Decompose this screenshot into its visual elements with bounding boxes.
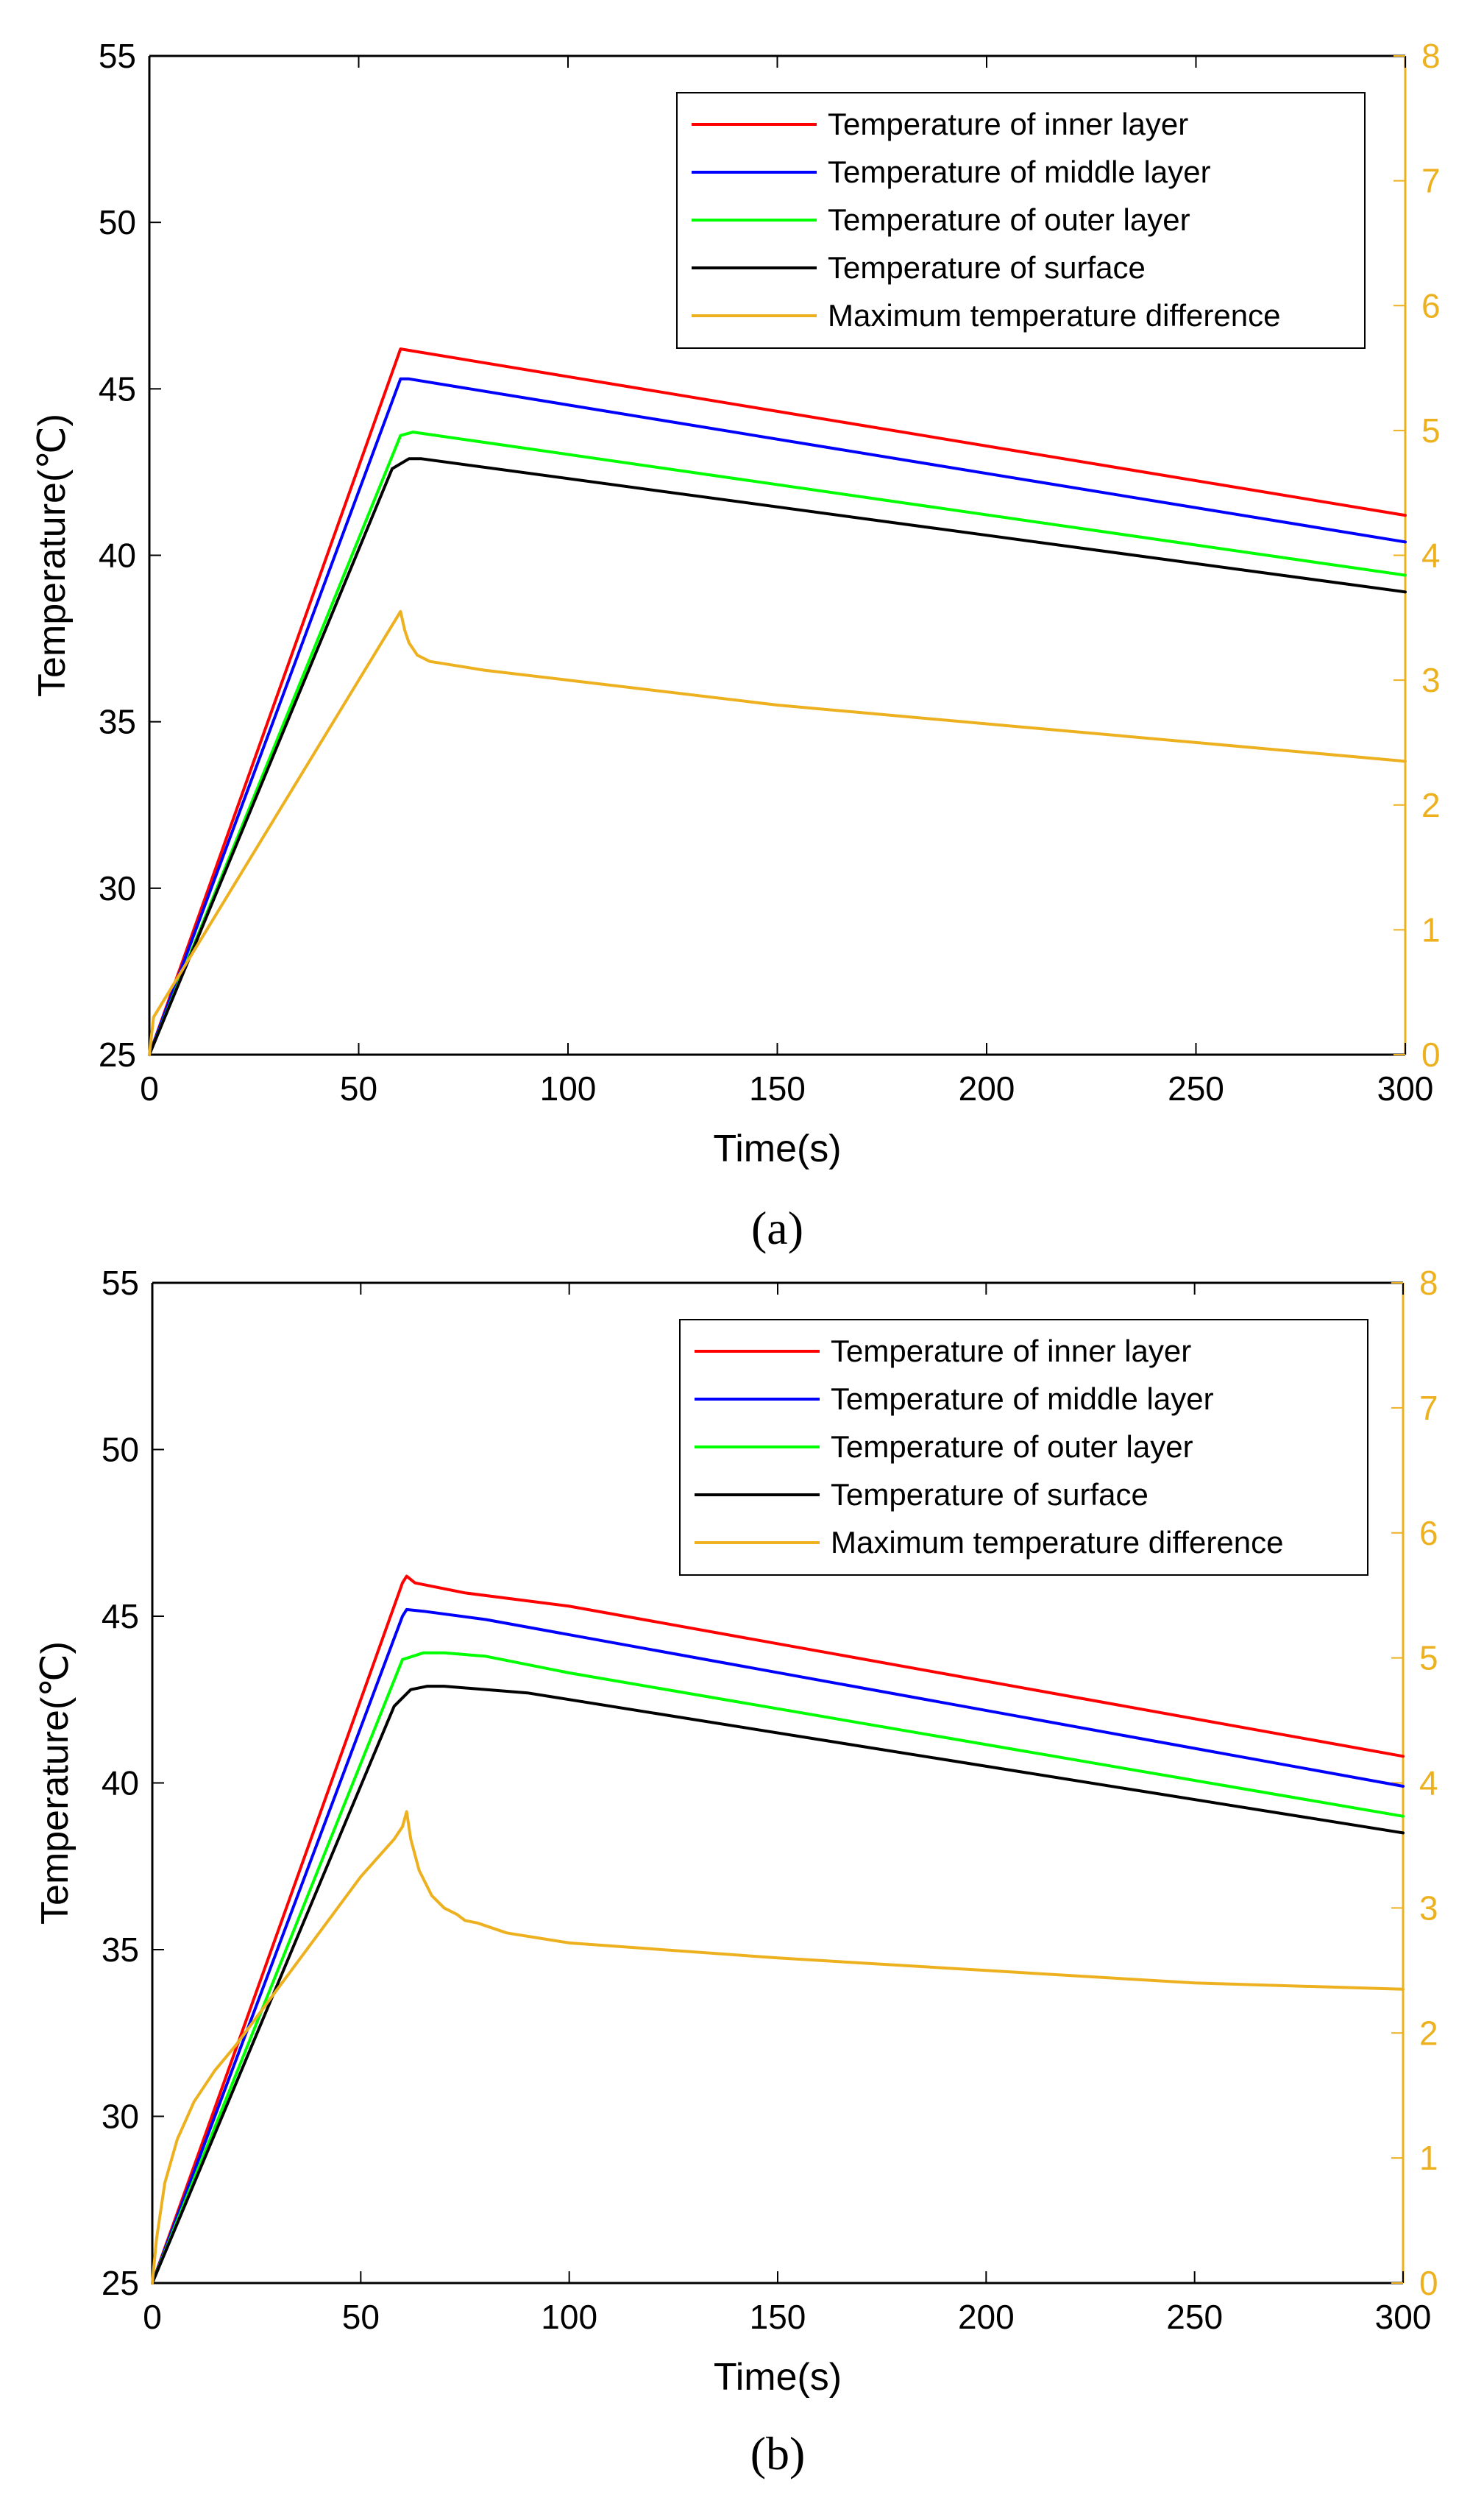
y-tick-label: 50 bbox=[102, 1431, 139, 1469]
legend-label: Temperature of inner layer bbox=[828, 107, 1188, 141]
y-right-tick-label: 6 bbox=[1421, 286, 1441, 325]
y-right-tick-label: 4 bbox=[1419, 1764, 1438, 1802]
panel-label: (a) bbox=[751, 1202, 803, 1254]
y-tick-label: 35 bbox=[102, 1930, 139, 1969]
series-line-temperature-of-outer-layer bbox=[151, 1651, 1405, 2285]
series-line-temperature-of-inner-layer bbox=[151, 1574, 1405, 2285]
x-tick-label: 50 bbox=[340, 1069, 377, 1108]
y-axis-title: Temperature(℃) bbox=[34, 1641, 77, 1925]
y-tick-label: 30 bbox=[102, 2098, 139, 2136]
y-right-tick-label: 2 bbox=[1421, 786, 1441, 824]
y-right-tick-label: 5 bbox=[1421, 411, 1441, 450]
chart-panel-a: 0 50 100 150 200 250 3002530354045505501234567… bbox=[31, 37, 1441, 1254]
x-tick-label: 50 bbox=[342, 2298, 380, 2336]
y-tick-label: 55 bbox=[99, 37, 136, 75]
legend-label: Temperature of inner layer bbox=[831, 1334, 1191, 1368]
chart-panel-b: 0 50 100 150 200 250 3002530354045505501234567… bbox=[34, 1264, 1438, 2480]
x-tick-label: 0 bbox=[140, 1069, 159, 1108]
y-tick-label: 50 bbox=[99, 203, 136, 241]
series-line-maximum-temperature-difference bbox=[148, 609, 1407, 1056]
series-line-temperature-of-surface bbox=[148, 457, 1407, 1056]
x-axis-title: Time(s) bbox=[713, 1128, 841, 1170]
y-right-tick-label: 4 bbox=[1421, 537, 1441, 575]
y-right-tick-label: 8 bbox=[1419, 1264, 1438, 1302]
series-line-maximum-temperature-difference bbox=[151, 1810, 1405, 2285]
x-tick-label: 200 bbox=[958, 2298, 1015, 2336]
y-right-tick-label: 3 bbox=[1421, 661, 1441, 699]
series-line-temperature-of-middle-layer bbox=[148, 377, 1407, 1056]
y-tick-label: 25 bbox=[102, 2264, 139, 2302]
y-tick-label: 30 bbox=[99, 869, 136, 907]
y-right-tick-label: 0 bbox=[1419, 2264, 1438, 2302]
x-tick-label: 150 bbox=[750, 2298, 806, 2336]
x-tick-label: 300 bbox=[1375, 2298, 1432, 2336]
x-tick-label: 300 bbox=[1377, 1069, 1434, 1108]
series-line-temperature-of-middle-layer bbox=[151, 1607, 1405, 2285]
x-tick-label: 0 bbox=[143, 2298, 162, 2336]
x-axis-title: Time(s) bbox=[714, 2356, 842, 2399]
y-right-tick-label: 1 bbox=[1421, 910, 1441, 949]
y-right-tick-label: 2 bbox=[1419, 2014, 1438, 2052]
y-tick-label: 45 bbox=[102, 1597, 139, 1635]
legend-label: Temperature of middle layer bbox=[831, 1381, 1214, 1416]
legend-label: Temperature of surface bbox=[828, 250, 1146, 285]
y-axis-title: Temperature(℃) bbox=[31, 414, 74, 697]
x-tick-label: 200 bbox=[959, 1069, 1015, 1108]
legend-label: Temperature of outer layer bbox=[831, 1429, 1193, 1464]
y-right-tick-label: 5 bbox=[1419, 1639, 1438, 1677]
series-line-temperature-of-surface bbox=[151, 1685, 1405, 2285]
y-right-tick-label: 1 bbox=[1419, 2139, 1438, 2177]
y-tick-label: 35 bbox=[99, 703, 136, 741]
legend-label: Temperature of middle layer bbox=[828, 155, 1211, 189]
legend-label: Maximum temperature difference bbox=[828, 298, 1280, 333]
series-line-temperature-of-inner-layer bbox=[148, 347, 1407, 1056]
legend-label: Temperature of outer layer bbox=[828, 202, 1190, 237]
y-right-tick-label: 7 bbox=[1419, 1389, 1438, 1427]
legend-label: Maximum temperature difference bbox=[831, 1525, 1283, 1560]
x-tick-label: 100 bbox=[540, 1069, 597, 1108]
y-right-tick-label: 8 bbox=[1421, 37, 1441, 75]
x-tick-label: 250 bbox=[1166, 2298, 1223, 2336]
series-line-temperature-of-outer-layer bbox=[148, 431, 1407, 1056]
x-tick-label: 100 bbox=[541, 2298, 597, 2336]
legend-label: Temperature of surface bbox=[831, 1477, 1148, 1512]
x-tick-label: 150 bbox=[749, 1069, 806, 1108]
y-tick-label: 40 bbox=[102, 1764, 139, 1802]
y-tick-label: 55 bbox=[102, 1264, 139, 1302]
y-right-tick-label: 6 bbox=[1419, 1514, 1438, 1552]
y-right-tick-label: 0 bbox=[1421, 1036, 1441, 1074]
y-right-tick-label: 7 bbox=[1421, 162, 1441, 200]
x-tick-label: 250 bbox=[1168, 1069, 1224, 1108]
y-tick-label: 25 bbox=[99, 1036, 136, 1074]
panel-label: (b) bbox=[750, 2427, 806, 2480]
y-tick-label: 45 bbox=[99, 369, 136, 408]
y-right-tick-label: 3 bbox=[1419, 1889, 1438, 1927]
y-tick-label: 40 bbox=[99, 537, 136, 575]
